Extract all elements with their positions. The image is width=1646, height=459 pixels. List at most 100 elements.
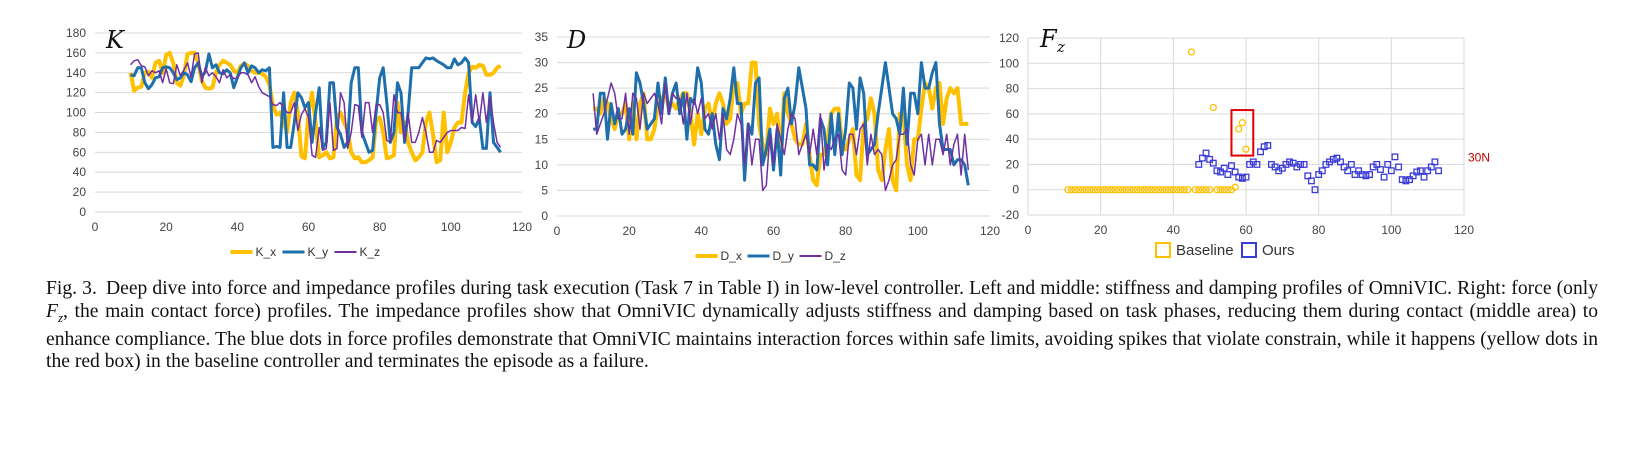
y-tick-label: 180 bbox=[66, 26, 86, 40]
data-point-baseline bbox=[1224, 186, 1232, 194]
data-point-ours bbox=[1253, 160, 1261, 168]
data-point-baseline bbox=[1082, 186, 1090, 194]
x-tick-label: 60 bbox=[767, 224, 781, 238]
figure-caption: Fig. 3. Deep dive into force and impedan… bbox=[46, 278, 1598, 374]
data-point-baseline bbox=[1115, 186, 1123, 194]
data-point-ours bbox=[1195, 160, 1203, 168]
data-point-ours bbox=[1311, 186, 1319, 194]
x-tick-label: 120 bbox=[1454, 223, 1474, 237]
data-point-baseline bbox=[1162, 186, 1170, 194]
data-point-baseline bbox=[1089, 186, 1098, 194]
data-point-ours bbox=[1257, 148, 1264, 156]
data-point-baseline bbox=[1195, 186, 1203, 194]
data-point-baseline bbox=[1107, 186, 1116, 194]
data-point-ours bbox=[1304, 172, 1312, 180]
stiffness-chart: 0 20 40 60 80 100 120 140 160 180 0 20 40 60 80 100 120 K… bbox=[66, 26, 532, 259]
data-point-baseline bbox=[1129, 186, 1138, 194]
data-point-ours bbox=[1347, 160, 1355, 168]
series-line-d_z bbox=[592, 82, 970, 192]
legend-label-baseline: Baseline bbox=[1176, 242, 1234, 259]
data-point-baseline bbox=[1209, 103, 1217, 112]
data-point-baseline bbox=[1147, 186, 1156, 194]
x-tick-label: 60 bbox=[302, 220, 316, 234]
y-tick-label: 20 bbox=[535, 107, 549, 121]
data-point-ours bbox=[1431, 158, 1439, 166]
data-point-baseline bbox=[1191, 186, 1199, 194]
caption-text-part1: Deep dive into force and impedance profi… bbox=[105, 278, 1599, 299]
data-point-ours bbox=[1384, 160, 1392, 168]
y-tick-label: 35 bbox=[535, 30, 549, 44]
data-point-baseline bbox=[1133, 186, 1141, 194]
data-point-ours bbox=[1231, 168, 1239, 176]
data-point-ours bbox=[1435, 167, 1443, 175]
data-point-baseline bbox=[1158, 186, 1167, 194]
constraint-violation-box bbox=[1230, 109, 1255, 157]
series-line-k_y bbox=[130, 52, 502, 154]
data-point-ours bbox=[1300, 160, 1308, 168]
data-point-baseline bbox=[1144, 186, 1152, 194]
x-tick-label: 20 bbox=[159, 220, 173, 234]
x-tick-label: 40 bbox=[1167, 223, 1181, 237]
legend-label-d_x: D_x bbox=[721, 249, 742, 263]
data-point-baseline bbox=[1180, 186, 1188, 194]
data-point-ours bbox=[1413, 168, 1421, 176]
caption-math-symbol: F bbox=[46, 300, 58, 322]
y-tick-label: 15 bbox=[535, 132, 549, 146]
data-point-ours bbox=[1289, 159, 1297, 167]
force-chart: -20 0 20 40 60 80 100 120 0 20 40 60 80 100 120 30N Base… bbox=[999, 25, 1490, 259]
legend-swatch-baseline bbox=[1155, 242, 1171, 258]
data-point-ours bbox=[1406, 176, 1413, 184]
x-tick-label: 80 bbox=[839, 224, 853, 238]
data-point-baseline bbox=[1151, 186, 1159, 194]
data-point-baseline bbox=[1067, 186, 1076, 194]
data-point-ours bbox=[1409, 172, 1417, 180]
data-point-ours bbox=[1424, 167, 1432, 175]
legend-label-k_z: K_z bbox=[360, 245, 381, 259]
data-point-baseline bbox=[1136, 186, 1145, 194]
data-point-ours bbox=[1387, 167, 1395, 175]
data-point-baseline bbox=[1202, 186, 1210, 194]
data-point-ours bbox=[1380, 173, 1388, 181]
legend-label-k_x: K_x bbox=[256, 245, 277, 259]
series-line-k_z bbox=[130, 52, 502, 159]
y-tick-label: 80 bbox=[1006, 82, 1020, 96]
data-point-baseline bbox=[1075, 186, 1083, 194]
chart-title: D bbox=[566, 26, 586, 54]
x-tick-label: 100 bbox=[908, 224, 928, 238]
data-point-baseline bbox=[1064, 186, 1072, 194]
x-tick-label: 60 bbox=[1239, 223, 1253, 237]
data-point-ours bbox=[1395, 163, 1403, 171]
caption-text-part2: , the main contact force) profiles. The … bbox=[46, 300, 1598, 373]
constraint-label: 30N bbox=[1468, 151, 1490, 165]
data-point-ours bbox=[1260, 143, 1268, 151]
chart-title: F bbox=[1039, 25, 1058, 53]
y-tick-label: 0 bbox=[1012, 183, 1019, 197]
data-point-baseline bbox=[1169, 186, 1177, 194]
y-tick-label: 40 bbox=[1006, 132, 1020, 146]
data-point-ours bbox=[1420, 173, 1428, 181]
y-tick-label: -20 bbox=[1002, 208, 1020, 222]
legend-label-ours: Ours bbox=[1262, 242, 1295, 259]
data-point-ours bbox=[1340, 163, 1348, 171]
data-point-ours bbox=[1358, 171, 1366, 178]
y-tick-label: 120 bbox=[999, 31, 1019, 45]
y-tick-label: 140 bbox=[66, 66, 86, 80]
x-tick-label: 0 bbox=[92, 220, 99, 234]
y-tick-label: 60 bbox=[1006, 107, 1020, 121]
data-point-baseline bbox=[1155, 186, 1163, 194]
x-tick-label: 100 bbox=[1381, 223, 1401, 237]
data-point-ours bbox=[1238, 174, 1246, 182]
y-tick-label: 40 bbox=[73, 165, 87, 179]
legend-label-d_y: D_y bbox=[773, 249, 794, 263]
y-tick-label: 100 bbox=[999, 56, 1019, 70]
data-point-baseline bbox=[1220, 186, 1228, 194]
x-tick-label: 100 bbox=[441, 220, 461, 234]
data-point-baseline bbox=[1097, 186, 1105, 194]
data-point-baseline bbox=[1071, 186, 1079, 194]
series-line-d_y bbox=[593, 61, 970, 186]
data-point-ours bbox=[1224, 171, 1232, 178]
data-point-ours bbox=[1333, 154, 1341, 162]
data-point-ours bbox=[1209, 159, 1217, 167]
y-tick-label: 80 bbox=[73, 125, 87, 139]
